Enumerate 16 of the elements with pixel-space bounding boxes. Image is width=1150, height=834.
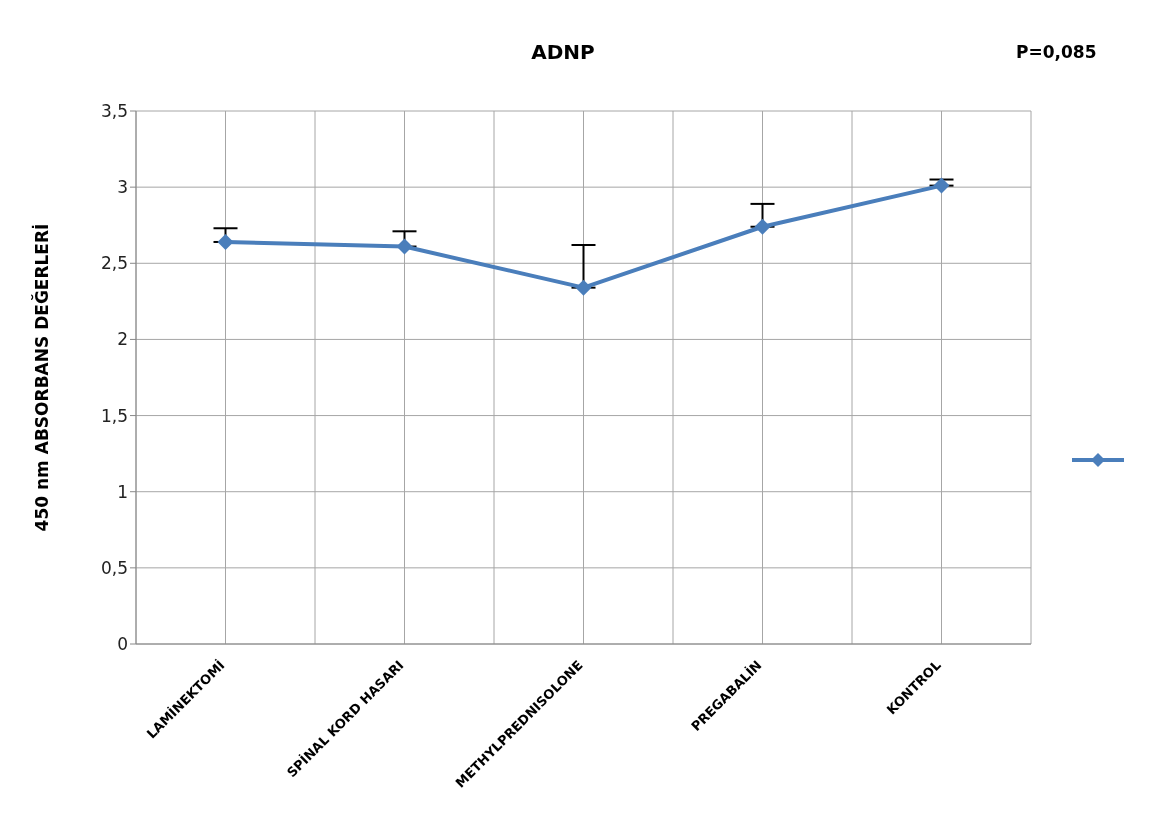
y-tick-label: 3,5 [100, 101, 128, 122]
point [575, 279, 592, 296]
y-tick-label: 3 [117, 177, 128, 198]
point [933, 177, 950, 194]
y-tick-label: 0,5 [100, 557, 128, 578]
chart-title: ADNP [531, 40, 595, 64]
y-tick-label: 0 [117, 634, 128, 655]
y-axis-title: 450 nm ABSORBANS DEĞERLERİ [31, 223, 53, 532]
point [754, 218, 771, 235]
point [217, 233, 234, 250]
y-tick-label: 2 [117, 329, 128, 350]
y-tick-label: 2,5 [100, 253, 128, 274]
point [396, 238, 413, 255]
y-tick-label: 1 [117, 481, 128, 502]
y-tick-label: 1,5 [100, 405, 128, 426]
text: P=0,085 [1016, 42, 1097, 62]
